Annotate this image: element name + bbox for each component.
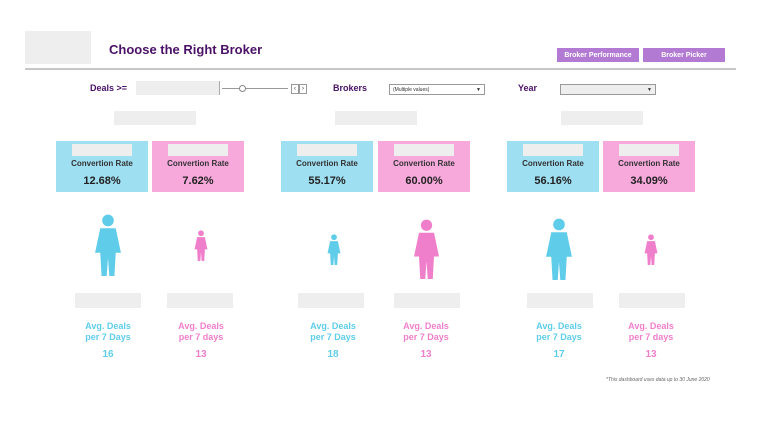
male-conversion-card: Convertion Rate 56.16%	[507, 141, 599, 192]
male-conversion-card: Convertion Rate 12.68%	[56, 141, 148, 192]
chevron-down-icon: ▼	[476, 86, 481, 93]
group-header-placeholder	[114, 111, 196, 125]
year-select[interactable]: ▼	[560, 84, 656, 95]
avg-deals-value: 16	[102, 349, 114, 360]
person-icon	[414, 219, 439, 279]
page-title: Choose the Right Broker	[109, 42, 263, 57]
deals-slider-track[interactable]	[222, 88, 288, 89]
logo-placeholder	[25, 31, 91, 64]
broker-picker-button[interactable]: Broker Picker	[643, 48, 725, 62]
brokers-select[interactable]: (Multiple values) ▼	[389, 84, 485, 95]
broker-performance-button[interactable]: Broker Performance	[557, 48, 639, 62]
avg-placeholder	[75, 293, 141, 308]
year-filter-label: Year	[518, 83, 538, 93]
avg-deals-label: Avg. Deals per 7 days	[628, 321, 674, 342]
avg-deals-label: Avg. Deals per 7 Days	[85, 321, 131, 342]
avg-placeholder	[619, 293, 685, 308]
conversion-rate-value: 7.62%	[182, 175, 214, 187]
brokers-select-value: (Multiple values)	[393, 86, 430, 93]
chevron-down-icon: ▼	[647, 86, 652, 93]
person-icon	[194, 230, 208, 261]
avg-placeholder	[298, 293, 364, 308]
deals-filter-label: Deals >=	[90, 83, 128, 93]
avg-deals-value: 17	[553, 349, 565, 360]
person-icon	[95, 214, 121, 276]
brokers-filter-label: Brokers	[333, 83, 368, 93]
avg-deals-label: Avg. Deals per 7 days	[178, 321, 224, 342]
avg-deals-label: Avg. Deals per 7 Days	[403, 321, 449, 342]
header-divider	[25, 68, 736, 70]
avg-placeholder	[167, 293, 233, 308]
avg-deals-value: 13	[645, 349, 657, 360]
avg-placeholder	[394, 293, 460, 308]
deals-input[interactable]	[136, 81, 220, 95]
female-conversion-card: Convertion Rate 7.62%	[152, 141, 244, 192]
chevron-right-icon[interactable]: ›	[299, 84, 307, 94]
deals-slider-handle[interactable]	[239, 85, 246, 92]
male-conversion-card: Convertion Rate 55.17%	[281, 141, 373, 192]
footnote: *This dashboard uses data up to 30 June …	[606, 377, 710, 383]
avg-deals-label: Avg. Deals per 7 Days	[310, 321, 356, 342]
chevron-left-icon[interactable]: ‹	[291, 84, 299, 94]
avg-deals-value: 13	[420, 349, 432, 360]
group-header-placeholder	[561, 111, 643, 125]
person-icon	[644, 234, 658, 265]
conversion-rate-value: 60.00%	[405, 175, 443, 187]
conversion-rate-value: 12.68%	[83, 175, 121, 187]
female-conversion-card: Convertion Rate 60.00%	[378, 141, 470, 192]
group-header-placeholder	[335, 111, 417, 125]
conversion-rate-value: 55.17%	[308, 175, 346, 187]
avg-placeholder	[527, 293, 593, 308]
avg-deals-value: 13	[195, 349, 207, 360]
conversion-rate-value: 34.09%	[630, 175, 668, 187]
female-conversion-card: Convertion Rate 34.09%	[603, 141, 695, 192]
avg-deals-label: Avg. Deals per 7 Days	[536, 321, 582, 342]
person-icon	[546, 218, 572, 280]
person-icon	[327, 234, 341, 265]
conversion-rate-value: 56.16%	[534, 175, 572, 187]
avg-deals-value: 18	[327, 349, 339, 360]
